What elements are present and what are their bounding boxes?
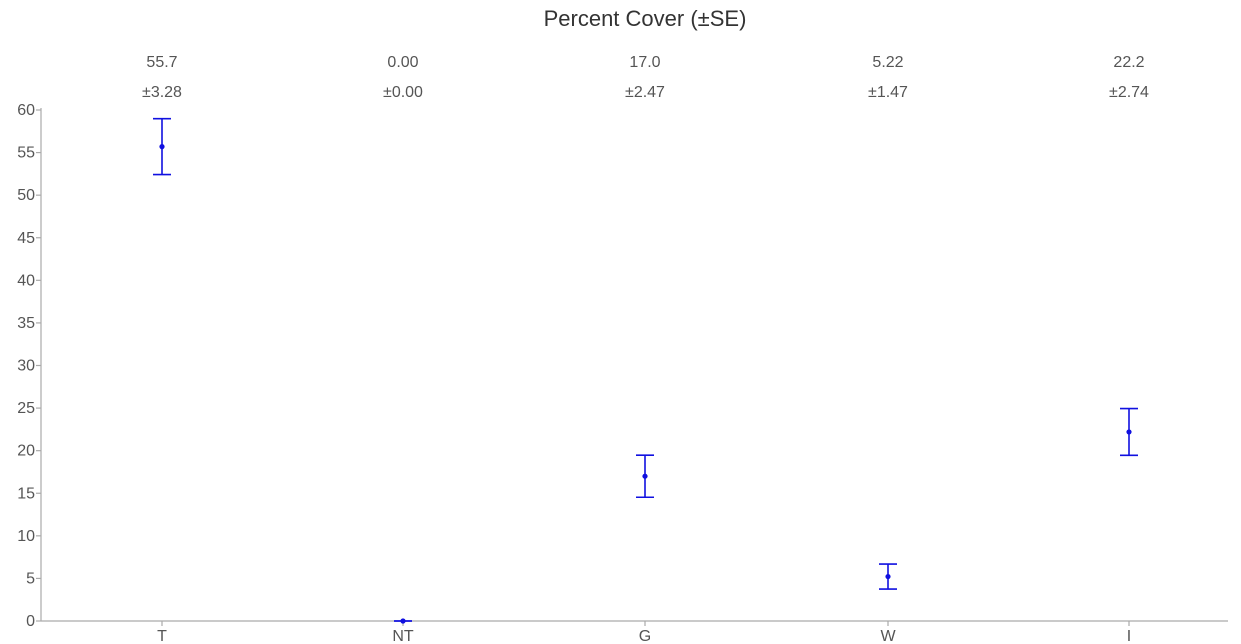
mean-label: 0.00	[387, 54, 418, 71]
x-tick-label: I	[1127, 628, 1131, 644]
mean-label: 55.7	[146, 54, 177, 71]
error-bar	[879, 563, 897, 590]
se-label: ±0.00	[383, 84, 423, 101]
error-bar-marks	[153, 117, 1138, 624]
y-tick-label: 15	[17, 485, 35, 502]
y-tick-label: 40	[17, 272, 35, 289]
x-tick-label: W	[880, 628, 896, 644]
y-tick-label: 35	[17, 315, 35, 332]
x-tick-label: G	[639, 628, 651, 644]
mean-point	[642, 473, 648, 479]
se-label: ±2.47	[625, 84, 665, 101]
y-tick-label: 5	[26, 570, 35, 587]
y-tick-label: 60	[17, 102, 35, 119]
se-label: ±1.47	[868, 84, 908, 101]
y-tick-label: 20	[17, 443, 35, 460]
y-tick-label: 25	[17, 400, 35, 417]
y-tick-label: 0	[26, 613, 35, 630]
y-tick-label: 10	[17, 528, 35, 545]
y-tick-label: 55	[17, 145, 35, 162]
chart-title: Percent Cover (±SE)	[544, 6, 747, 31]
y-tick-label: 45	[17, 230, 35, 247]
y-tick-label: 30	[17, 358, 35, 375]
mean-point	[400, 618, 406, 624]
se-label: ±3.28	[142, 84, 182, 101]
mean-point	[1126, 429, 1132, 435]
error-bar	[636, 454, 654, 499]
mean-label: 5.22	[872, 54, 903, 71]
mean-label: 17.0	[629, 54, 660, 71]
x-tick-label: NT	[392, 628, 414, 644]
error-bar	[394, 618, 412, 624]
mean-point	[885, 573, 891, 580]
mean-point	[159, 144, 165, 150]
y-axis: 0 5 10 15 20 25 30 35 40 45 50 55 60	[17, 102, 42, 630]
mean-label: 22.2	[1113, 54, 1144, 71]
x-tick-label: T	[157, 628, 167, 644]
y-tick-label: 50	[17, 187, 35, 204]
error-bar	[1120, 407, 1138, 457]
se-label: ±2.74	[1109, 84, 1149, 101]
error-bar	[153, 117, 171, 176]
stat-labels: 55.7 ±3.28 0.00 ±0.00 17.0 ±2.47 5.22 ±1.47 22.2…	[142, 54, 1149, 101]
x-axis: T NT G W I	[41, 620, 1228, 644]
